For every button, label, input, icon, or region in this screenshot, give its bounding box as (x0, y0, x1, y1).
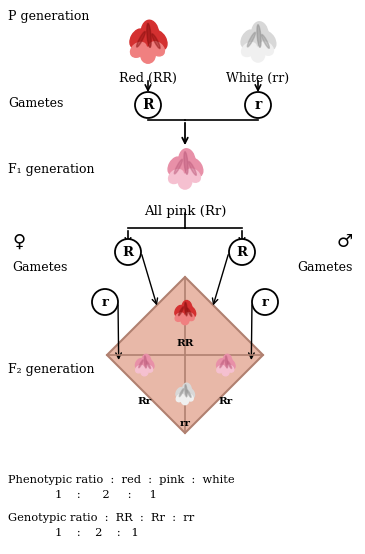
Ellipse shape (217, 365, 225, 373)
Ellipse shape (251, 47, 265, 62)
Ellipse shape (189, 161, 196, 175)
Ellipse shape (187, 306, 196, 317)
Text: Gametes: Gametes (12, 261, 68, 274)
Ellipse shape (144, 356, 146, 368)
Ellipse shape (188, 158, 203, 177)
Text: F₂ generation: F₂ generation (8, 363, 95, 377)
Ellipse shape (168, 157, 183, 175)
Ellipse shape (257, 25, 261, 47)
Ellipse shape (175, 313, 184, 321)
Text: ♂: ♂ (337, 233, 353, 251)
Text: ♀: ♀ (12, 233, 25, 251)
Ellipse shape (141, 47, 155, 63)
Ellipse shape (187, 388, 195, 398)
Text: F₁ generation: F₁ generation (8, 163, 95, 176)
Text: White (rr): White (rr) (226, 72, 289, 85)
Text: R: R (142, 98, 154, 112)
Ellipse shape (152, 34, 160, 49)
Ellipse shape (187, 169, 200, 182)
Circle shape (92, 289, 118, 315)
Text: Gametes: Gametes (8, 97, 64, 110)
Ellipse shape (135, 358, 143, 368)
Ellipse shape (178, 307, 184, 316)
Ellipse shape (223, 355, 232, 368)
Text: Phenotypic ratio  :  red  :  pink  :  white: Phenotypic ratio : red : pink : white (8, 475, 235, 485)
Circle shape (135, 92, 161, 118)
Ellipse shape (146, 360, 154, 369)
Ellipse shape (181, 397, 189, 404)
Ellipse shape (252, 22, 268, 47)
Ellipse shape (185, 302, 187, 316)
Text: 1    :      2     :     1: 1 : 2 : 1 (8, 490, 157, 500)
Ellipse shape (151, 30, 167, 50)
Ellipse shape (175, 305, 184, 316)
Ellipse shape (226, 356, 228, 368)
Text: r: r (261, 295, 269, 309)
Ellipse shape (216, 358, 224, 368)
Ellipse shape (220, 360, 224, 368)
Ellipse shape (179, 389, 184, 397)
Ellipse shape (169, 170, 183, 183)
Text: Genotypic ratio  :  RR  :  Rr  :  rr: Genotypic ratio : RR : Rr : rr (8, 513, 194, 523)
Circle shape (229, 239, 255, 265)
Ellipse shape (146, 361, 150, 368)
Text: 1    :    2    :   1: 1 : 2 : 1 (8, 528, 139, 538)
Ellipse shape (227, 361, 232, 368)
Ellipse shape (178, 174, 192, 189)
Ellipse shape (136, 365, 143, 373)
Text: Rr: Rr (137, 397, 151, 406)
Ellipse shape (247, 32, 256, 47)
Text: r: r (254, 98, 262, 112)
Ellipse shape (142, 355, 151, 368)
Polygon shape (107, 277, 263, 433)
Circle shape (245, 92, 271, 118)
Circle shape (252, 289, 278, 315)
Ellipse shape (182, 300, 192, 316)
Ellipse shape (130, 29, 146, 48)
Ellipse shape (145, 365, 153, 372)
Ellipse shape (241, 30, 256, 48)
Ellipse shape (222, 368, 229, 376)
Ellipse shape (242, 43, 256, 57)
Ellipse shape (176, 388, 184, 397)
Ellipse shape (262, 34, 269, 48)
Ellipse shape (139, 360, 143, 368)
Ellipse shape (184, 152, 188, 174)
Ellipse shape (141, 20, 159, 48)
Ellipse shape (176, 394, 184, 402)
Text: All pink (Rr): All pink (Rr) (144, 205, 226, 218)
Ellipse shape (182, 383, 191, 397)
Ellipse shape (187, 390, 191, 397)
Ellipse shape (174, 160, 182, 174)
Ellipse shape (226, 365, 234, 372)
Ellipse shape (186, 312, 194, 321)
Ellipse shape (185, 385, 187, 397)
Ellipse shape (131, 42, 146, 57)
Ellipse shape (261, 32, 276, 49)
Ellipse shape (186, 394, 193, 401)
Circle shape (115, 239, 141, 265)
Text: R: R (123, 245, 134, 259)
Ellipse shape (147, 23, 151, 47)
Ellipse shape (187, 308, 192, 316)
Text: Gametes: Gametes (297, 261, 353, 274)
Ellipse shape (179, 149, 195, 174)
Text: RR: RR (176, 339, 194, 348)
Ellipse shape (227, 360, 235, 369)
Text: Red (RR): Red (RR) (119, 72, 177, 85)
Ellipse shape (141, 368, 148, 376)
Ellipse shape (260, 42, 273, 55)
Text: Rr: Rr (218, 397, 233, 406)
Text: rr: rr (180, 419, 191, 428)
Text: R: R (237, 245, 247, 259)
Ellipse shape (150, 42, 165, 56)
Ellipse shape (137, 32, 145, 47)
Ellipse shape (181, 316, 189, 325)
Text: P generation: P generation (8, 10, 89, 23)
Text: r: r (101, 295, 108, 309)
